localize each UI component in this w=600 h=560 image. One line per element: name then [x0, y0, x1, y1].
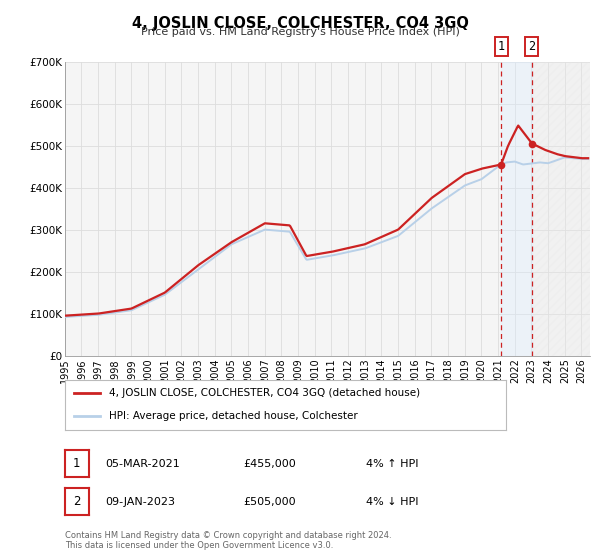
- Text: 4% ↓ HPI: 4% ↓ HPI: [366, 497, 419, 507]
- Text: 2: 2: [73, 495, 80, 508]
- Text: 4, JOSLIN CLOSE, COLCHESTER, CO4 3GQ: 4, JOSLIN CLOSE, COLCHESTER, CO4 3GQ: [131, 16, 469, 31]
- Bar: [532, 62, 590, 356]
- Text: 09-JAN-2023: 09-JAN-2023: [105, 497, 175, 507]
- Text: Contains HM Land Registry data © Crown copyright and database right 2024.: Contains HM Land Registry data © Crown c…: [65, 531, 391, 540]
- Text: This data is licensed under the Open Government Licence v3.0.: This data is licensed under the Open Gov…: [65, 541, 333, 550]
- Text: £505,000: £505,000: [243, 497, 296, 507]
- Text: HPI: Average price, detached house, Colchester: HPI: Average price, detached house, Colc…: [109, 412, 358, 422]
- Text: 2: 2: [529, 40, 536, 53]
- Text: 1: 1: [73, 457, 80, 470]
- Text: 05-MAR-2021: 05-MAR-2021: [105, 459, 180, 469]
- Text: 4% ↑ HPI: 4% ↑ HPI: [366, 459, 419, 469]
- Text: Price paid vs. HM Land Registry's House Price Index (HPI): Price paid vs. HM Land Registry's House …: [140, 27, 460, 37]
- Bar: [501, 62, 532, 356]
- Text: 4, JOSLIN CLOSE, COLCHESTER, CO4 3GQ (detached house): 4, JOSLIN CLOSE, COLCHESTER, CO4 3GQ (de…: [109, 388, 420, 398]
- Text: 1: 1: [497, 40, 505, 53]
- Text: £455,000: £455,000: [243, 459, 296, 469]
